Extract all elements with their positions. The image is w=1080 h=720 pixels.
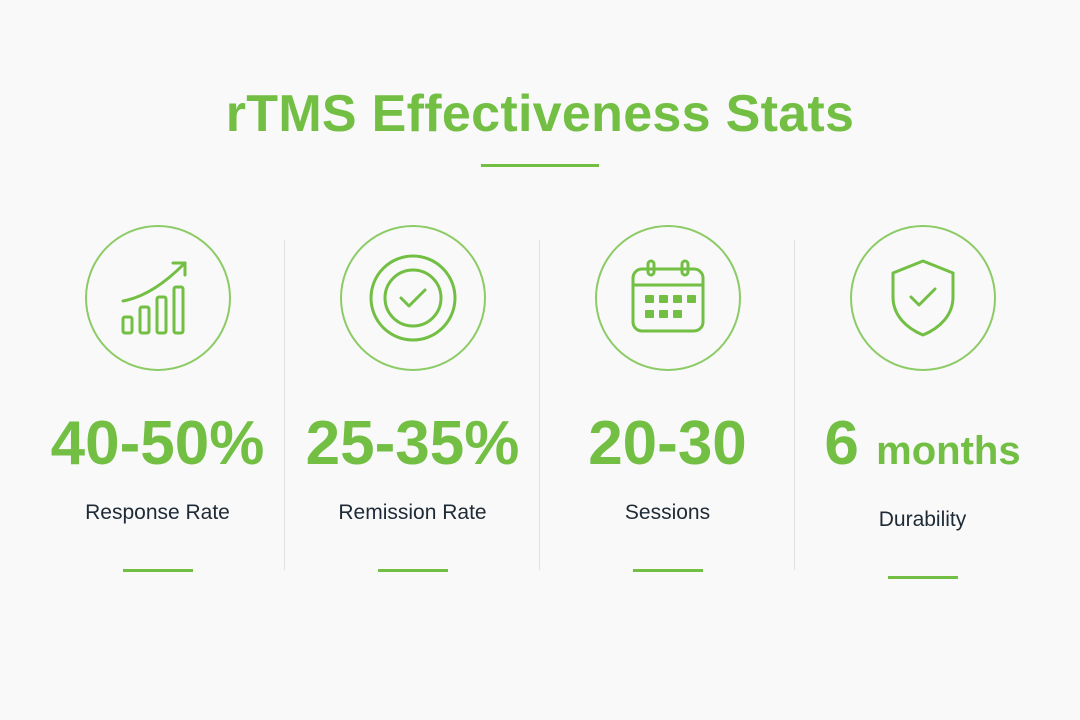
column-divider xyxy=(539,240,540,570)
stat-value: 40-50% xyxy=(50,409,265,478)
stat-value: 20-30 xyxy=(588,409,747,478)
stat-remission-rate: 25-35% Remission Rate xyxy=(285,220,540,580)
icon-circle xyxy=(594,225,741,371)
page-title: rTMS Effectiveness Stats xyxy=(225,85,855,143)
title-underline xyxy=(481,164,599,167)
column-divider xyxy=(284,240,285,570)
stat-response-rate: 40-50% Response Rate xyxy=(30,220,285,580)
shield-check-icon xyxy=(891,259,954,337)
column-divider xyxy=(794,240,795,570)
stat-unit: months xyxy=(876,429,1021,473)
stat-underline xyxy=(632,569,703,572)
stat-value: 25-35% xyxy=(305,409,520,478)
stats-row: 40-50% Response Rate 25-35% Remission Ra… xyxy=(30,220,1050,580)
stat-value: 6 months xyxy=(824,409,1021,478)
icon-circle xyxy=(849,225,996,371)
calendar-icon xyxy=(631,259,704,333)
stat-label: Sessions xyxy=(624,501,711,524)
stat-underline xyxy=(887,576,958,579)
stat-label: Durability xyxy=(878,508,967,531)
stat-sessions: 20-30 Sessions xyxy=(540,220,795,580)
stat-durability: 6 months Durability xyxy=(795,220,1050,580)
check-circle-icon xyxy=(369,254,456,342)
icon-circle xyxy=(339,225,486,371)
stat-label: Remission Rate xyxy=(338,501,487,524)
growth-chart-icon xyxy=(121,261,186,335)
icon-circle xyxy=(84,225,231,371)
stat-label: Response Rate xyxy=(85,501,230,524)
stat-underline xyxy=(122,569,193,572)
stat-underline xyxy=(377,569,448,572)
